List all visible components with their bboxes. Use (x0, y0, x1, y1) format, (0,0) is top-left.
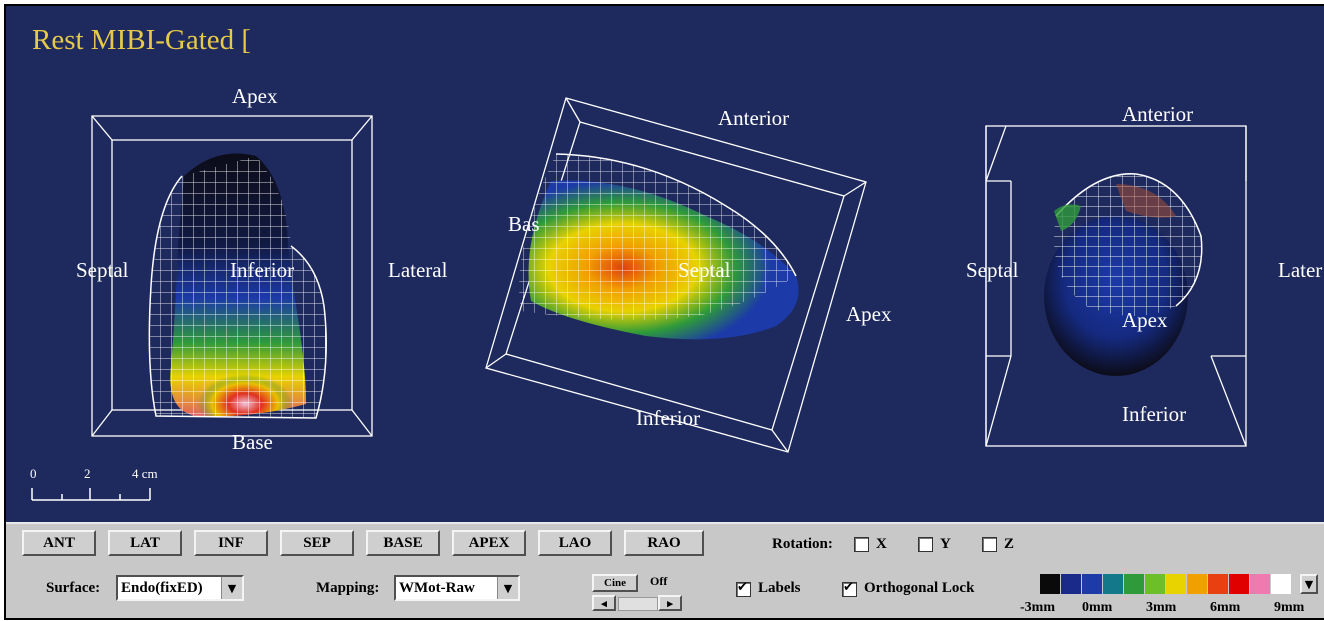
middle-label-left: Bas (508, 212, 540, 236)
colorbar-tick: 3mm (1146, 600, 1177, 615)
rotation-y-label: Y (940, 536, 951, 552)
rotation-y-checkbox[interactable] (918, 537, 933, 552)
chevron-left-icon: ◂ (601, 597, 607, 610)
view-base-button[interactable]: BASE (366, 530, 440, 556)
chevron-right-icon: ▸ (667, 597, 673, 610)
cine-prev-button[interactable]: ◂ (592, 595, 616, 611)
3d-viewport[interactable] (6, 6, 1324, 522)
colorbar-segment (1145, 574, 1165, 594)
scale-bar: 0 2 4 cm (24, 466, 184, 506)
left-label-top: Apex (232, 84, 278, 108)
left-label-center: Inferior (230, 258, 295, 282)
view-lat-button[interactable]: LAT (108, 530, 182, 556)
rotation-x-label: X (876, 536, 887, 552)
colorbar-tick: 0mm (1082, 600, 1113, 615)
colorbar-segment (1040, 574, 1060, 594)
chevron-down-icon: ▼ (1304, 577, 1314, 591)
middle-label-bottom: Inferior (636, 406, 701, 430)
mapping-select[interactable]: WMot-Raw ▼ (394, 575, 520, 601)
right-label-right: Later (1278, 258, 1323, 282)
viewer-panel[interactable]: Rest MIBI-Gated [ (4, 4, 1324, 620)
middle-label-top: Anterior (718, 106, 790, 130)
cine-button[interactable]: Cine (592, 574, 638, 592)
scale-tick-0: 0 (30, 466, 37, 481)
left-label-bottom: Base (232, 430, 273, 454)
rotation-z-checkbox[interactable] (982, 537, 997, 552)
control-toolbar: ANT LAT INF SEP BASE APEX LAO RAO Rotati… (6, 522, 1324, 618)
middle-label-right: Apex (846, 302, 892, 326)
right-heart-surface (1044, 173, 1203, 376)
right-label-top: Anterior (1122, 102, 1194, 126)
labels-checkbox[interactable] (736, 580, 751, 597)
colorbar-segment (1166, 574, 1186, 594)
cine-next-button[interactable]: ▸ (658, 595, 682, 611)
colorbar-tick: 6mm (1210, 600, 1241, 615)
colorbar-segment (1229, 574, 1249, 594)
view-inf-button[interactable]: INF (194, 530, 268, 556)
orthogonal-lock-checkbox[interactable] (842, 580, 857, 597)
scale-tick-2: 2 (84, 466, 91, 481)
right-label-center: Apex (1122, 308, 1168, 332)
colorbar-segment (1061, 574, 1081, 594)
labels-checkbox-label: Labels (758, 580, 801, 596)
colorbar-tick: 9mm (1274, 600, 1305, 615)
view-ant-button[interactable]: ANT (22, 530, 96, 556)
colorbar-segment (1250, 574, 1270, 594)
surface-value: Endo(fixED) (121, 580, 203, 596)
rotation-label: Rotation: (772, 536, 833, 552)
mapping-label: Mapping: (316, 580, 380, 596)
colorbar-segment (1103, 574, 1123, 594)
view-rao-button[interactable]: RAO (624, 530, 704, 556)
colorbar-segment (1124, 574, 1144, 594)
middle-label-center: Septal (678, 258, 731, 282)
right-label-bottom: Inferior (1122, 402, 1187, 426)
colorbar-segment (1187, 574, 1207, 594)
left-label-left: Septal (76, 258, 129, 282)
scale-bar-graphic (31, 488, 151, 501)
left-heart-surface (148, 153, 327, 419)
chevron-down-icon[interactable]: ▼ (221, 577, 242, 599)
view-apex-button[interactable]: APEX (452, 530, 526, 556)
view-lao-button[interactable]: LAO (538, 530, 612, 556)
colorbar-segment (1082, 574, 1102, 594)
colorbar-dropdown-button[interactable]: ▼ (1300, 574, 1318, 594)
cine-slider[interactable] (618, 597, 658, 611)
right-view (985, 125, 1247, 447)
view-sep-button[interactable]: SEP (280, 530, 354, 556)
rotation-x-checkbox[interactable] (854, 537, 869, 552)
orthogonal-lock-label: Orthogonal Lock (864, 580, 975, 596)
colorbar-tick: -3mm (1020, 600, 1055, 615)
rotation-z-label: Z (1004, 536, 1015, 552)
chevron-down-icon[interactable]: ▼ (497, 577, 518, 599)
scale-tick-4: 4 cm (132, 466, 158, 481)
cine-state: Off (650, 574, 668, 588)
window-title: Rest MIBI-Gated [ (32, 24, 252, 56)
right-label-left: Septal (966, 258, 1019, 282)
surface-label: Surface: (46, 580, 101, 596)
mapping-value: WMot-Raw (399, 580, 475, 596)
left-label-right: Lateral (388, 258, 448, 282)
colorbar-segment (1271, 574, 1291, 594)
colorbar-segment (1208, 574, 1228, 594)
surface-select[interactable]: Endo(fixED) ▼ (116, 575, 244, 601)
middle-heart-surface (519, 153, 799, 340)
